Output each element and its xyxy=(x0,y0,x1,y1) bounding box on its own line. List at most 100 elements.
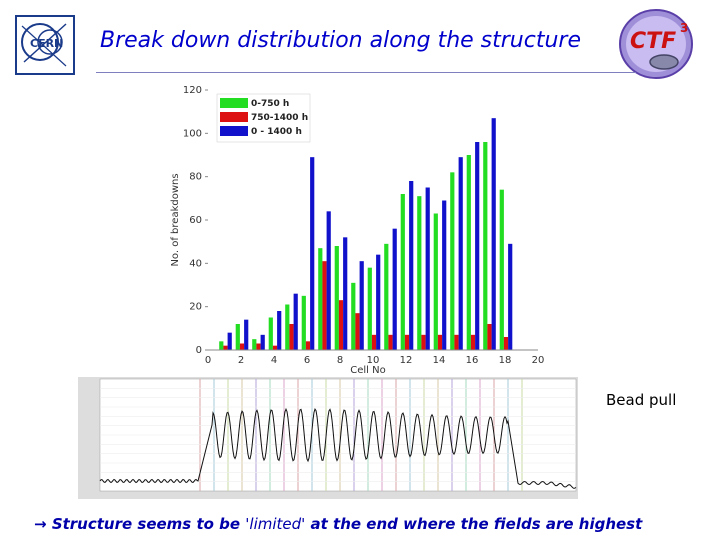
bar-01400h-cell-9 xyxy=(359,261,364,350)
x-tick-label: 20 xyxy=(532,355,545,366)
bead-pull-label: Bead pull xyxy=(606,391,677,409)
conclusion-text: → Structure seems to be 'limited' at the… xyxy=(34,515,642,533)
bar-01400h-cell-6 xyxy=(310,157,315,350)
y-axis-title: No. of breakdowns xyxy=(170,173,181,266)
legend-label: 0 - 1400 h xyxy=(251,127,302,137)
cern-logo-text: CERN xyxy=(30,37,63,50)
bar-7501400h-cell-5 xyxy=(289,324,294,350)
bar-7501400h-cell-3 xyxy=(256,343,261,350)
bar-0750h-cell-3 xyxy=(252,339,257,350)
bar-0750h-cell-12 xyxy=(400,194,405,350)
conclusion-part-1: Structure seems to be xyxy=(51,515,246,533)
bar-7501400h-cell-18 xyxy=(503,337,509,350)
x-tick-label: 6 xyxy=(304,355,310,366)
bar-7501400h-cell-1 xyxy=(223,345,228,350)
bar-7501400h-cell-12 xyxy=(404,334,410,350)
x-tick-label: 2 xyxy=(238,355,244,366)
legend-label: 0-750 h xyxy=(251,99,289,109)
title-divider xyxy=(96,72,636,73)
ctf3-logo-text: CTF xyxy=(630,29,676,54)
bar-7501400h-cell-6 xyxy=(305,341,311,350)
bar-01400h-cell-16 xyxy=(475,142,480,350)
x-tick-label: 18 xyxy=(499,355,512,366)
bar-7501400h-cell-13 xyxy=(421,334,426,350)
bar-7501400h-cell-8 xyxy=(338,300,344,350)
bar-7501400h-cell-7 xyxy=(322,261,327,350)
bar-01400h-cell-7 xyxy=(326,211,331,350)
ctf3-logo-icon: CTF 3 xyxy=(619,9,693,79)
x-tick-label: 12 xyxy=(400,355,413,366)
x-axis-ticks: 0 2 4 6 8 10 12 14 16 18 20 xyxy=(205,355,545,366)
bar-01400h-cell-11 xyxy=(392,228,397,350)
chart-legend: 0-750 h 750-1400 h 0 - 1400 h xyxy=(216,93,311,143)
bar-0750h-cell-15 xyxy=(450,172,455,350)
bar-0750h-cell-10 xyxy=(367,267,372,350)
bar-01400h-cell-4 xyxy=(277,311,282,350)
bar-0750h-cell-5 xyxy=(285,304,290,350)
bar-01400h-cell-12 xyxy=(409,181,414,350)
legend-label: 750-1400 h xyxy=(251,113,308,123)
bar-0750h-cell-8 xyxy=(334,246,339,350)
bar-7501400h-cell-11 xyxy=(388,334,393,350)
x-tick-label: 16 xyxy=(466,355,479,366)
legend-swatch xyxy=(220,126,248,136)
bar-01400h-cell-15 xyxy=(458,157,463,350)
x-tick-label: 4 xyxy=(271,355,277,366)
bar-0750h-cell-13 xyxy=(417,196,422,350)
bar-0750h-cell-11 xyxy=(384,243,389,350)
breakdown-bar-chart: 0 20 40 60 80 100 120 0 2 4 6 8 10 12 14 16 18 20 No. of… xyxy=(170,85,545,375)
bar-7501400h-cell-4 xyxy=(272,345,278,350)
arrow-icon: → xyxy=(34,515,47,533)
x-tick-label: 14 xyxy=(433,355,446,366)
y-tick-label: 0 xyxy=(196,345,202,356)
bar-01400h-cell-14 xyxy=(442,200,447,350)
bar-7501400h-cell-16 xyxy=(470,334,476,350)
conclusion-part-2: at the end where the fields are highest xyxy=(305,515,643,533)
bar-7501400h-cell-9 xyxy=(355,313,360,350)
y-axis-ticks: 0 20 40 60 80 100 120 xyxy=(183,85,208,356)
bar-7501400h-cell-2 xyxy=(239,343,245,350)
bar-0750h-cell-6 xyxy=(301,295,306,350)
bar-7501400h-cell-15 xyxy=(454,334,459,350)
bar-0750h-cell-14 xyxy=(433,213,438,350)
bar-01400h-cell-10 xyxy=(376,254,381,350)
bar-01400h-cell-3 xyxy=(260,334,265,350)
bar-01400h-cell-5 xyxy=(293,293,298,350)
bar-0750h-cell-4 xyxy=(268,317,273,350)
legend-swatch xyxy=(220,98,248,108)
x-tick-label: 8 xyxy=(337,355,343,366)
slide-title: Break down distribution along the struct… xyxy=(100,28,581,53)
bar-0750h-cell-17 xyxy=(483,142,488,350)
bar-0750h-cell-1 xyxy=(219,341,224,350)
bar-0750h-cell-18 xyxy=(499,189,504,350)
x-tick-label: 10 xyxy=(367,355,380,366)
y-tick-label: 20 xyxy=(189,302,202,313)
bar-01400h-cell-1 xyxy=(227,332,232,350)
bead-pull-series-line xyxy=(99,407,577,489)
bar-01400h-cell-2 xyxy=(244,319,249,350)
bar-7501400h-cell-14 xyxy=(437,334,443,350)
bar-7501400h-cell-17 xyxy=(487,324,492,350)
y-tick-label: 40 xyxy=(189,258,202,269)
cern-logo-icon: CERN xyxy=(15,15,75,75)
bead-pull-grid xyxy=(100,379,576,491)
bar-0750h-cell-2 xyxy=(235,324,240,350)
bar-0750h-cell-9 xyxy=(351,282,356,350)
x-axis-title: Cell No xyxy=(350,365,385,375)
x-tick-label: 0 xyxy=(205,355,211,366)
bar-01400h-cell-8 xyxy=(343,237,348,350)
bead-pull-plot xyxy=(78,377,578,499)
bar-7501400h-cell-10 xyxy=(371,334,377,350)
ctf3-logo-superscript: 3 xyxy=(680,21,688,35)
bar-01400h-cell-13 xyxy=(425,187,430,350)
bars-group xyxy=(219,118,513,350)
conclusion-quote: 'limited' xyxy=(245,515,306,533)
bar-0750h-cell-16 xyxy=(466,155,471,350)
y-tick-label: 100 xyxy=(183,128,202,139)
bar-0750h-cell-7 xyxy=(318,248,323,350)
y-tick-label: 80 xyxy=(189,172,202,183)
legend-swatch xyxy=(220,112,248,122)
bar-01400h-cell-17 xyxy=(491,118,496,350)
y-tick-label: 120 xyxy=(183,85,202,96)
bar-01400h-cell-18 xyxy=(508,243,513,350)
